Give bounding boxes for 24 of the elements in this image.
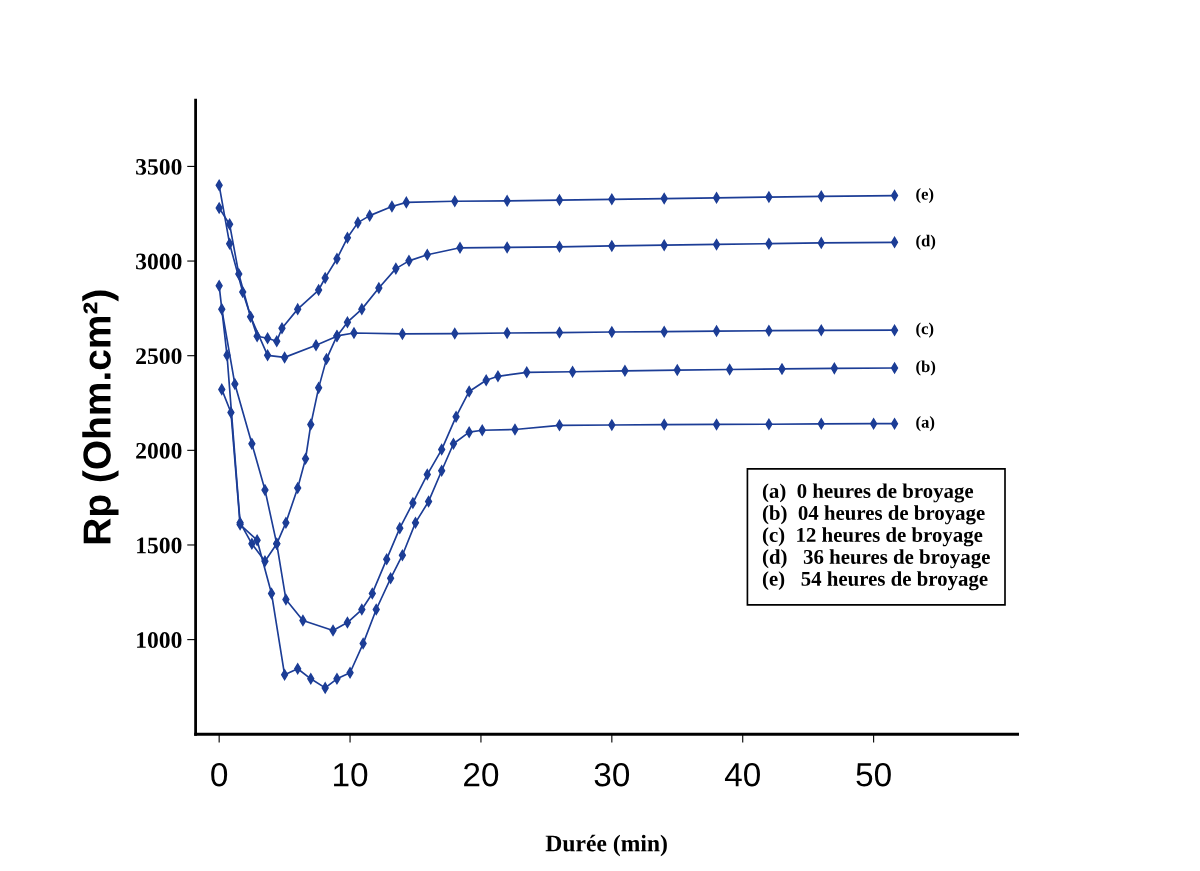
x-tick-label: 40 [724,762,760,787]
x-tick-label: 20 [464,762,499,787]
x-tick-label: 30 [594,762,630,787]
y-tick-label: 3500 [136,158,182,175]
series-label: (e) [916,188,934,204]
annotation: (e) 54 heures de broyage [762,571,988,591]
annotation: (c) 12 heures de broyage [762,527,983,547]
annotation: (b) 04 heures de broyage [762,505,985,525]
x-tick-label: 50 [856,762,891,787]
y-tick-label: 1000 [137,632,182,649]
y-axis-title: Rp (Ohm.cm²) [82,290,119,544]
series-label: (c) [916,322,934,338]
annotation: (d) 36 heures de broyage [762,549,990,569]
series-label: (a) [916,416,935,432]
series-label: (b) [916,360,936,376]
x-axis-title: Durée (min) [545,834,667,857]
x-tick-label: 0 [211,762,228,787]
series-label: (d) [916,234,936,250]
y-tick-label: 2500 [136,348,182,365]
y-tick-label: 1500 [137,537,182,554]
x-tick-label: 10 [334,762,368,787]
y-tick-label: 3000 [136,253,182,270]
y-tick-label: 2000 [136,442,182,459]
annotation: (a) 0 heures de broyage [762,483,974,503]
